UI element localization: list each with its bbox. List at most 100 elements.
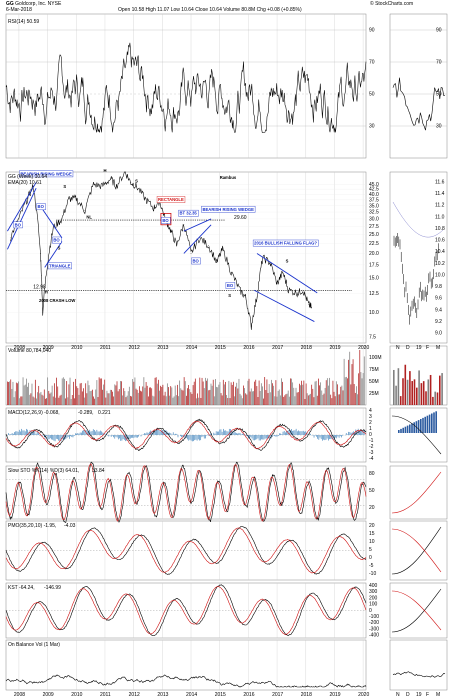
price-point: [84, 210, 86, 212]
macd-histogram-bar: [242, 433, 243, 435]
macd-histogram-bar: [279, 433, 280, 435]
price-point: [130, 182, 132, 183]
macd-histogram-bar: [228, 428, 230, 435]
macd-histogram-bar: [18, 429, 20, 435]
zoom-macd-line: [391, 415, 442, 455]
volume-bar: [208, 390, 210, 405]
volume-bar: [265, 390, 267, 405]
volume-bar: [257, 397, 259, 405]
macd-histogram-bar: [35, 433, 37, 435]
macd-histogram-bar: [313, 435, 315, 438]
volume-bar: [78, 394, 80, 405]
volume-bar: [348, 359, 349, 405]
price-point: [170, 230, 172, 232]
macd-histogram-bar: [177, 435, 179, 438]
zoom-volume-bar: [418, 370, 420, 405]
volume-bar: [77, 388, 79, 405]
volume-bar: [8, 382, 9, 405]
volume-bar: [55, 397, 56, 405]
volume-bar: [225, 381, 226, 405]
label-hs: S: [135, 178, 138, 183]
rsi-tick-label: 70: [369, 60, 375, 66]
volume-bar: [196, 398, 197, 405]
volume-bar: [335, 381, 337, 405]
price-point: [216, 262, 218, 263]
zoom-macd-bar: [413, 422, 415, 433]
volume-bar: [80, 382, 82, 405]
rsi-tick-label: 30: [436, 124, 442, 130]
macd-histogram-bar: [255, 435, 256, 440]
volume-bar: [222, 379, 224, 405]
wedge-1-lower: [7, 188, 37, 250]
macd-histogram-bar: [7, 435, 8, 436]
volume-bar: [275, 380, 277, 405]
volume-bar: [170, 386, 172, 405]
macd-histogram-bar: [301, 431, 303, 435]
macd-histogram-bar: [281, 434, 283, 435]
macd-histogram-bar: [199, 435, 200, 441]
zoom-panel-frame: [389, 13, 448, 159]
volume-bar: [263, 398, 264, 405]
volume-bar: [273, 385, 275, 405]
macd-histogram-bar: [8, 433, 9, 435]
macd-histogram-bar: [140, 435, 142, 437]
volume-bar: [60, 394, 62, 405]
macd-tick-label: 0: [369, 432, 372, 438]
volume-bar: [151, 388, 153, 405]
macd-histogram-bar: [172, 432, 174, 435]
macd-histogram-bar: [132, 435, 133, 438]
price-tick-label: 45.0: [369, 182, 379, 188]
year-tick-label: 2018: [301, 345, 312, 351]
volume-bar: [164, 391, 166, 405]
macd-histogram-bar: [160, 430, 162, 435]
zoom-volume-bar: [406, 379, 409, 405]
volume-bar: [338, 394, 339, 405]
zoom-month-label: N: [396, 345, 400, 351]
volume-bar: [49, 393, 51, 405]
macd-histogram-bar: [200, 435, 202, 441]
macd-histogram-bar: [269, 435, 271, 440]
volume-bar: [206, 380, 207, 405]
zoom-price-tick-label: 11.0: [435, 214, 445, 220]
macd-histogram-bar: [78, 433, 80, 435]
macd-histogram-bar: [203, 435, 205, 439]
sto-k-line: [5, 461, 367, 523]
volume-bar: [316, 395, 318, 405]
macd-histogram-bar: [257, 435, 259, 439]
macd-histogram-bar: [128, 435, 130, 440]
volume-bar: [87, 380, 89, 405]
rsi-tick-label: 90: [436, 28, 442, 34]
macd-histogram-bar: [320, 435, 322, 440]
volume-bar: [26, 378, 27, 405]
volume-bar: [295, 387, 297, 405]
macd-histogram-bar: [306, 432, 308, 435]
macd-histogram-bar: [89, 429, 91, 435]
volume-bar: [312, 388, 314, 405]
price-point: [308, 304, 309, 305]
macd-histogram-bar: [14, 432, 15, 435]
price-point: [256, 296, 258, 298]
volume-bar: [123, 388, 125, 405]
volume-bar: [84, 397, 85, 405]
volume-bar: [253, 391, 254, 405]
volume-bar: [127, 391, 129, 405]
volume-bar: [262, 386, 263, 405]
volume-bar: [62, 377, 64, 405]
price-point: [230, 272, 232, 273]
macd-histogram-bar: [29, 430, 31, 435]
macd-histogram-bar: [236, 433, 237, 435]
macd-histogram-bar: [123, 435, 125, 440]
label-level-12: 12.98: [33, 284, 46, 290]
volume-bar: [126, 395, 128, 405]
volume-bar: [38, 385, 40, 405]
flag-upper: [256, 253, 318, 294]
macd-histogram-bar: [26, 428, 27, 435]
volume-tick-label: 75M: [369, 367, 379, 373]
volume-bar: [12, 381, 14, 405]
macd-histogram-bar: [215, 431, 217, 435]
macd-histogram-bar: [267, 435, 268, 439]
zoom-volume-bar: [429, 374, 432, 405]
zoom-macd-bar: [404, 426, 407, 433]
zoom-volume-bar: [432, 396, 434, 405]
kst-signal-line: [5, 586, 367, 635]
